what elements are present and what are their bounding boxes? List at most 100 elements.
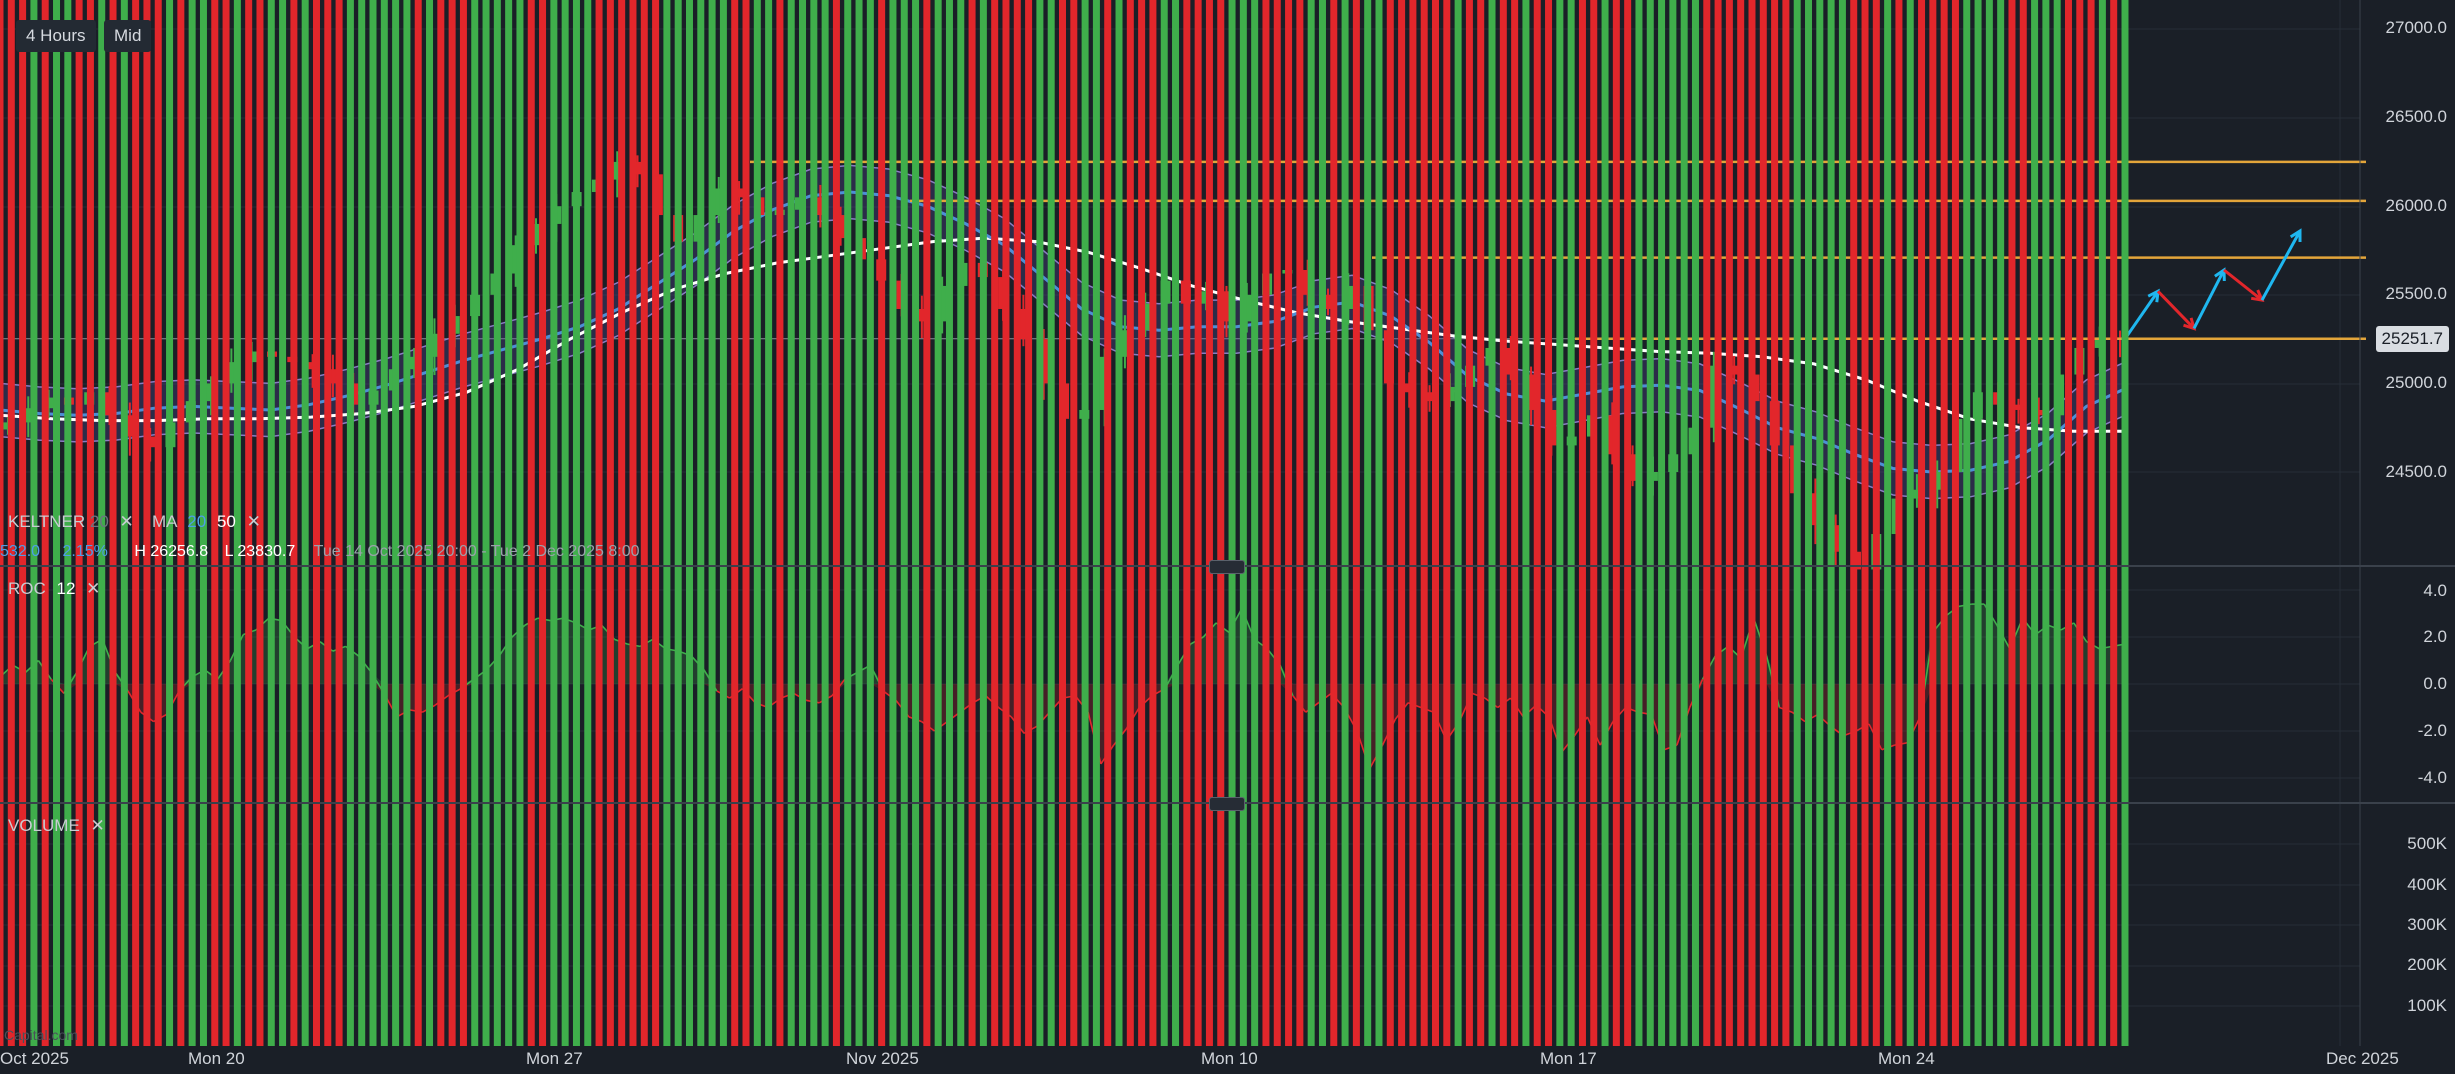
volume-bar	[1273, 0, 1281, 1046]
volume-bar	[1963, 0, 1971, 1046]
candle-body	[835, 215, 846, 239]
time-tick: Mon 24	[1878, 1049, 1935, 1068]
candle-body	[1810, 493, 1821, 526]
volume-bar	[493, 0, 501, 1046]
volume-legend[interactable]: VOLUME ✕	[8, 816, 105, 836]
volume-bar	[945, 0, 953, 1046]
ma-period-1: 20	[187, 512, 207, 531]
ma-legend[interactable]: MA 20 50 ✕	[152, 512, 261, 532]
volume-bar	[403, 0, 411, 1046]
volume-bar	[1725, 0, 1733, 1046]
candle-body	[1424, 392, 1435, 402]
volume-bar	[380, 0, 388, 1046]
volume-bar	[697, 0, 705, 1046]
volume-bar	[2019, 0, 2027, 1046]
volume-bar	[1160, 0, 1168, 1046]
volume-bar	[346, 0, 354, 1046]
volume-bar	[188, 0, 196, 1046]
time-tick: Mon 10	[1201, 1049, 1258, 1068]
volume-bar	[527, 0, 535, 1046]
volume-bar	[1691, 0, 1699, 1046]
volume-bar	[1488, 0, 1496, 1046]
keltner-label: KELTNER	[8, 512, 86, 531]
price-tick: 25000.0	[2385, 373, 2447, 392]
volume-bar	[267, 0, 275, 1046]
volume-bar	[584, 0, 592, 1046]
volume-bar	[810, 0, 818, 1046]
volume-bar	[1002, 0, 1010, 1046]
candle-body	[2013, 404, 2024, 410]
price-tick: 26000.0	[2385, 196, 2447, 215]
volume-bar	[1432, 0, 1440, 1046]
volume-bar	[53, 0, 61, 1046]
candle-body	[510, 245, 521, 274]
volume-bar	[199, 0, 207, 1046]
roc-legend[interactable]: ROC 12 ✕	[8, 579, 100, 599]
volume-bar	[41, 0, 49, 1046]
volume-bar	[1680, 0, 1688, 1046]
close-keltner-icon[interactable]: ✕	[119, 512, 134, 531]
time-tick: Mon 27	[526, 1049, 583, 1068]
volume-bar	[878, 0, 886, 1046]
volume-bar	[1059, 0, 1066, 1046]
volume-bar	[1669, 0, 1677, 1046]
volume-bar	[1364, 0, 1372, 1046]
volume-bar	[2098, 0, 2106, 1046]
volume-series	[0, 0, 2129, 1046]
resize-handle-bottom[interactable]	[1209, 797, 1245, 811]
candle-body	[1323, 294, 1333, 309]
candle-body	[1038, 339, 1049, 384]
volume-bar	[75, 0, 83, 1046]
volume-bar	[550, 0, 558, 1046]
forecast-arrow	[2156, 290, 2196, 330]
candle-body	[124, 415, 135, 437]
volume-bar	[991, 0, 999, 1046]
volume-bar	[1522, 0, 1530, 1046]
candle-body	[226, 362, 237, 384]
resize-handle-top[interactable]	[1209, 560, 1245, 574]
volume-bar	[1511, 0, 1519, 1046]
volume-bar	[2042, 0, 2050, 1046]
candle-body	[307, 362, 318, 370]
volume-bar	[1285, 0, 1293, 1046]
close-ma-icon[interactable]: ✕	[246, 512, 261, 531]
timeframe-button[interactable]: 4 Hours	[16, 20, 96, 52]
volume-bar	[1104, 0, 1112, 1046]
volume-bar	[629, 0, 637, 1046]
volume-bar	[889, 0, 897, 1046]
volume-bar	[0, 0, 4, 1046]
candle-body	[1140, 303, 1151, 331]
volume-bar	[1918, 0, 1926, 1046]
volume-bar	[1714, 0, 1722, 1046]
time-tick: Nov 2025	[846, 1049, 919, 1068]
volume-bar	[821, 0, 829, 1046]
volume-bar	[1138, 0, 1146, 1046]
forecast-arrows	[2123, 228, 2302, 340]
volume-bar	[143, 0, 151, 1046]
keltner-legend[interactable]: KELTNER 20 ✕	[8, 512, 134, 532]
volume-bar	[324, 0, 332, 1046]
volume-bar	[358, 0, 366, 1046]
candle-body	[1729, 365, 1740, 375]
candle-body	[1018, 308, 1029, 340]
volume-label: VOLUME	[8, 816, 80, 835]
volume-bar	[233, 0, 241, 1046]
close-volume-icon[interactable]: ✕	[90, 816, 105, 835]
volume-bar	[912, 0, 920, 1046]
volume-bar	[1443, 0, 1451, 1046]
volume-bar	[1375, 0, 1383, 1046]
ma-period-2: 50	[216, 512, 236, 531]
volume-bar	[2053, 0, 2061, 1046]
volume-bar	[2121, 0, 2129, 1046]
volume-bar	[1612, 0, 1620, 1046]
candle-body	[916, 308, 927, 322]
volume-bar	[1658, 0, 1666, 1046]
volume-bar	[1307, 0, 1315, 1046]
volume-bar	[1172, 0, 1180, 1046]
volume-bar	[799, 0, 807, 1046]
current-price-label: 25251.7	[2375, 326, 2449, 352]
stats-high: H 26256.8	[134, 543, 209, 560]
close-roc-icon[interactable]: ✕	[86, 579, 101, 598]
price-mode-button[interactable]: Mid	[104, 20, 152, 52]
